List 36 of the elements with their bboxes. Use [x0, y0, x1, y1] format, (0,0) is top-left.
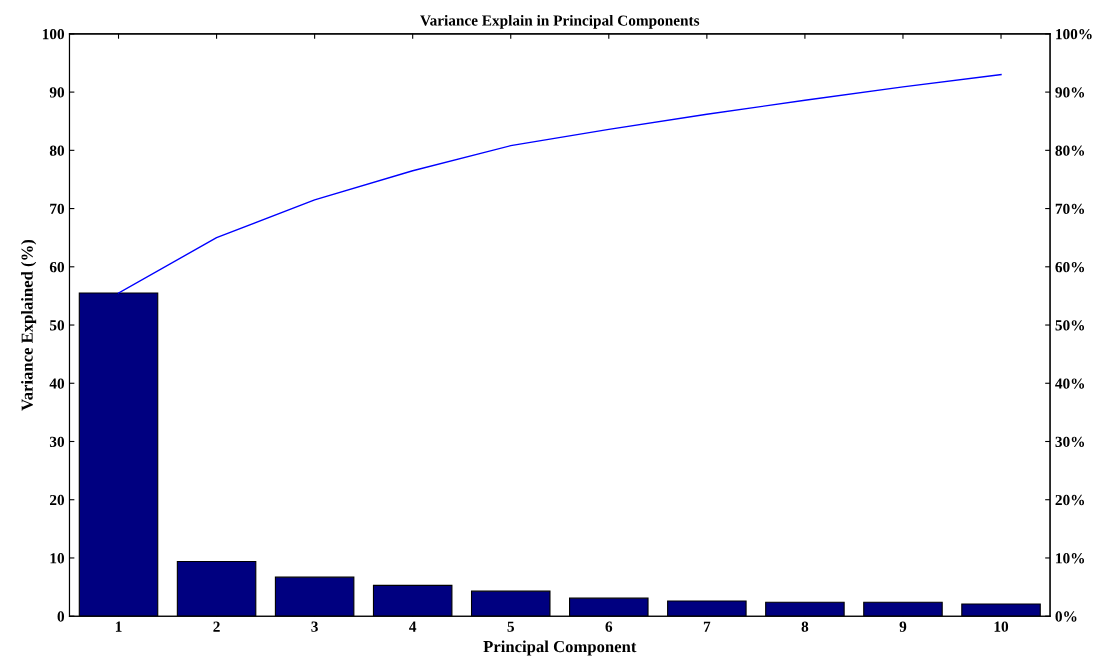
x-tick-label: 1 [115, 621, 122, 632]
y2-tick-label: 90% [1055, 87, 1085, 98]
y2-tick-label: 10% [1056, 553, 1085, 564]
x-tick-label: 3 [311, 621, 318, 632]
x-axis-title: Principal Component [483, 640, 637, 656]
y2-tick-label: 80% [1055, 145, 1085, 156]
y-tick-label: 60 [49, 261, 65, 273]
y-tick-label: 30 [49, 436, 65, 447]
y-tick-label: 0 [57, 611, 65, 622]
x-tick-label: 8 [801, 621, 809, 632]
y-tick-label: 90 [49, 87, 65, 98]
x-tick-label: 5 [507, 621, 515, 632]
y2-tick-label: 20% [1055, 494, 1085, 506]
x-tick-label: 6 [605, 621, 613, 632]
y2-tick-label: 70% [1055, 203, 1085, 215]
y2-tick-label: 50% [1055, 320, 1085, 331]
y2-tick-label: 30% [1055, 436, 1085, 447]
y-tick-label: 80 [49, 145, 65, 156]
y2-tick-label: 60% [1055, 261, 1085, 273]
x-tick-label: 10 [994, 621, 1009, 632]
y-tick-label: 100 [42, 29, 65, 40]
line-series [117, 73, 1002, 294]
x-tick-label: 4 [409, 621, 417, 632]
y-tick-label: 50 [49, 320, 65, 331]
y-tick-label: 10 [50, 553, 65, 564]
y-tick-label: 40 [49, 378, 65, 389]
chart-title: Variance Explain in Principal Components [420, 14, 700, 29]
y2-tick-label: 0% [1055, 611, 1077, 622]
x-tick-label: 9 [899, 621, 907, 632]
x-tick-label: 2 [213, 621, 220, 632]
y-tick-label: 20 [49, 494, 65, 506]
x-tick-label: 7 [703, 621, 711, 632]
y-tick-label: 70 [50, 203, 65, 215]
y2-tick-label: 100% [1056, 29, 1092, 40]
y-axis-title: Variance Explained (%) [21, 239, 37, 411]
y2-tick-label: 40% [1055, 378, 1085, 389]
